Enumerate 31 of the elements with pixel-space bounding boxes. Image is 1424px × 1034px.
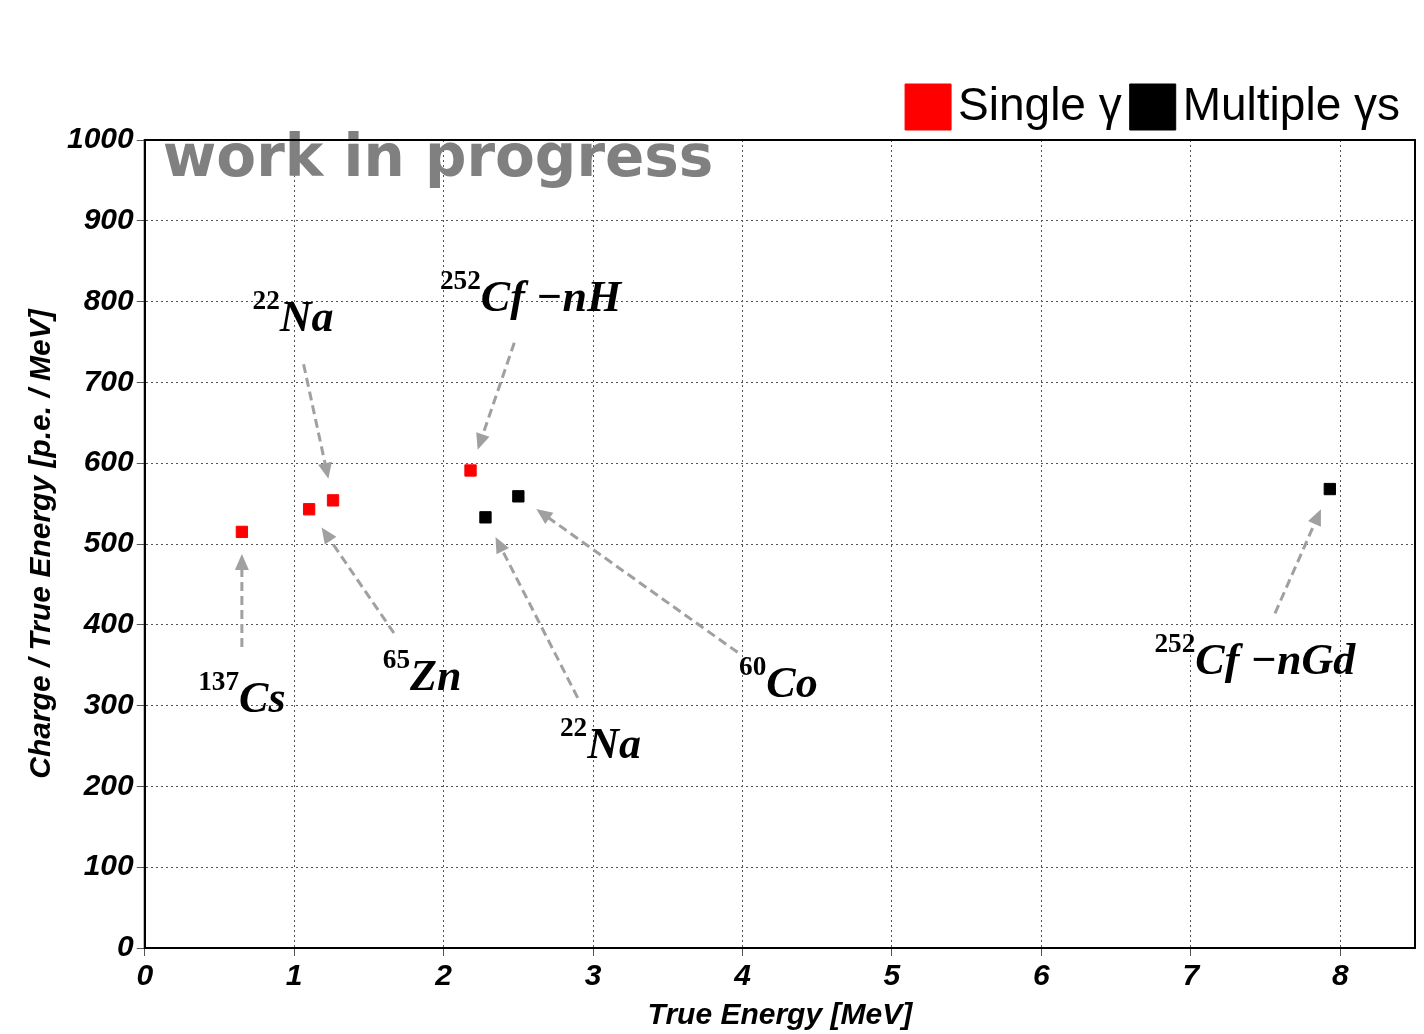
legend-label: Single γ [958,77,1122,130]
x-tick-label: 4 [733,958,752,992]
point [1323,482,1336,496]
x-tick-label: 7 [1182,958,1201,992]
y-tick-label: 1000 [66,121,135,155]
x-tick-label: 5 [883,958,902,992]
point [479,511,492,524]
point [302,503,316,516]
x-tick-label: 3 [584,958,602,992]
y-tick-label: 100 [83,848,135,882]
y-tick-label: 700 [83,363,135,397]
point [464,464,477,477]
y-tick-label: 200 [82,767,135,801]
point [512,490,525,503]
y-tick-label: 800 [83,282,135,316]
point [235,525,249,539]
y-tick-label: 0 [117,929,135,963]
legend-label: Multiple γs [1182,77,1401,130]
y-axis-title: Charge / True Energy [p.e. / MeV] [23,308,57,779]
y-tick-label: 300 [83,686,135,720]
y-tick-label: 500 [83,525,135,559]
y-tick-label: 600 [83,444,135,478]
x-tick-label: 6 [1033,958,1051,992]
annotation: work in progress [162,122,714,191]
x-tick-label: 2 [434,958,453,992]
x-tick-label: 1 [285,958,303,992]
y-tick-label: 400 [82,606,135,640]
x-tick-label: 8 [1331,958,1349,992]
x-axis-title: True Energy [MeV] [647,997,914,1031]
point [326,494,340,507]
y-tick-label: 900 [83,202,135,236]
